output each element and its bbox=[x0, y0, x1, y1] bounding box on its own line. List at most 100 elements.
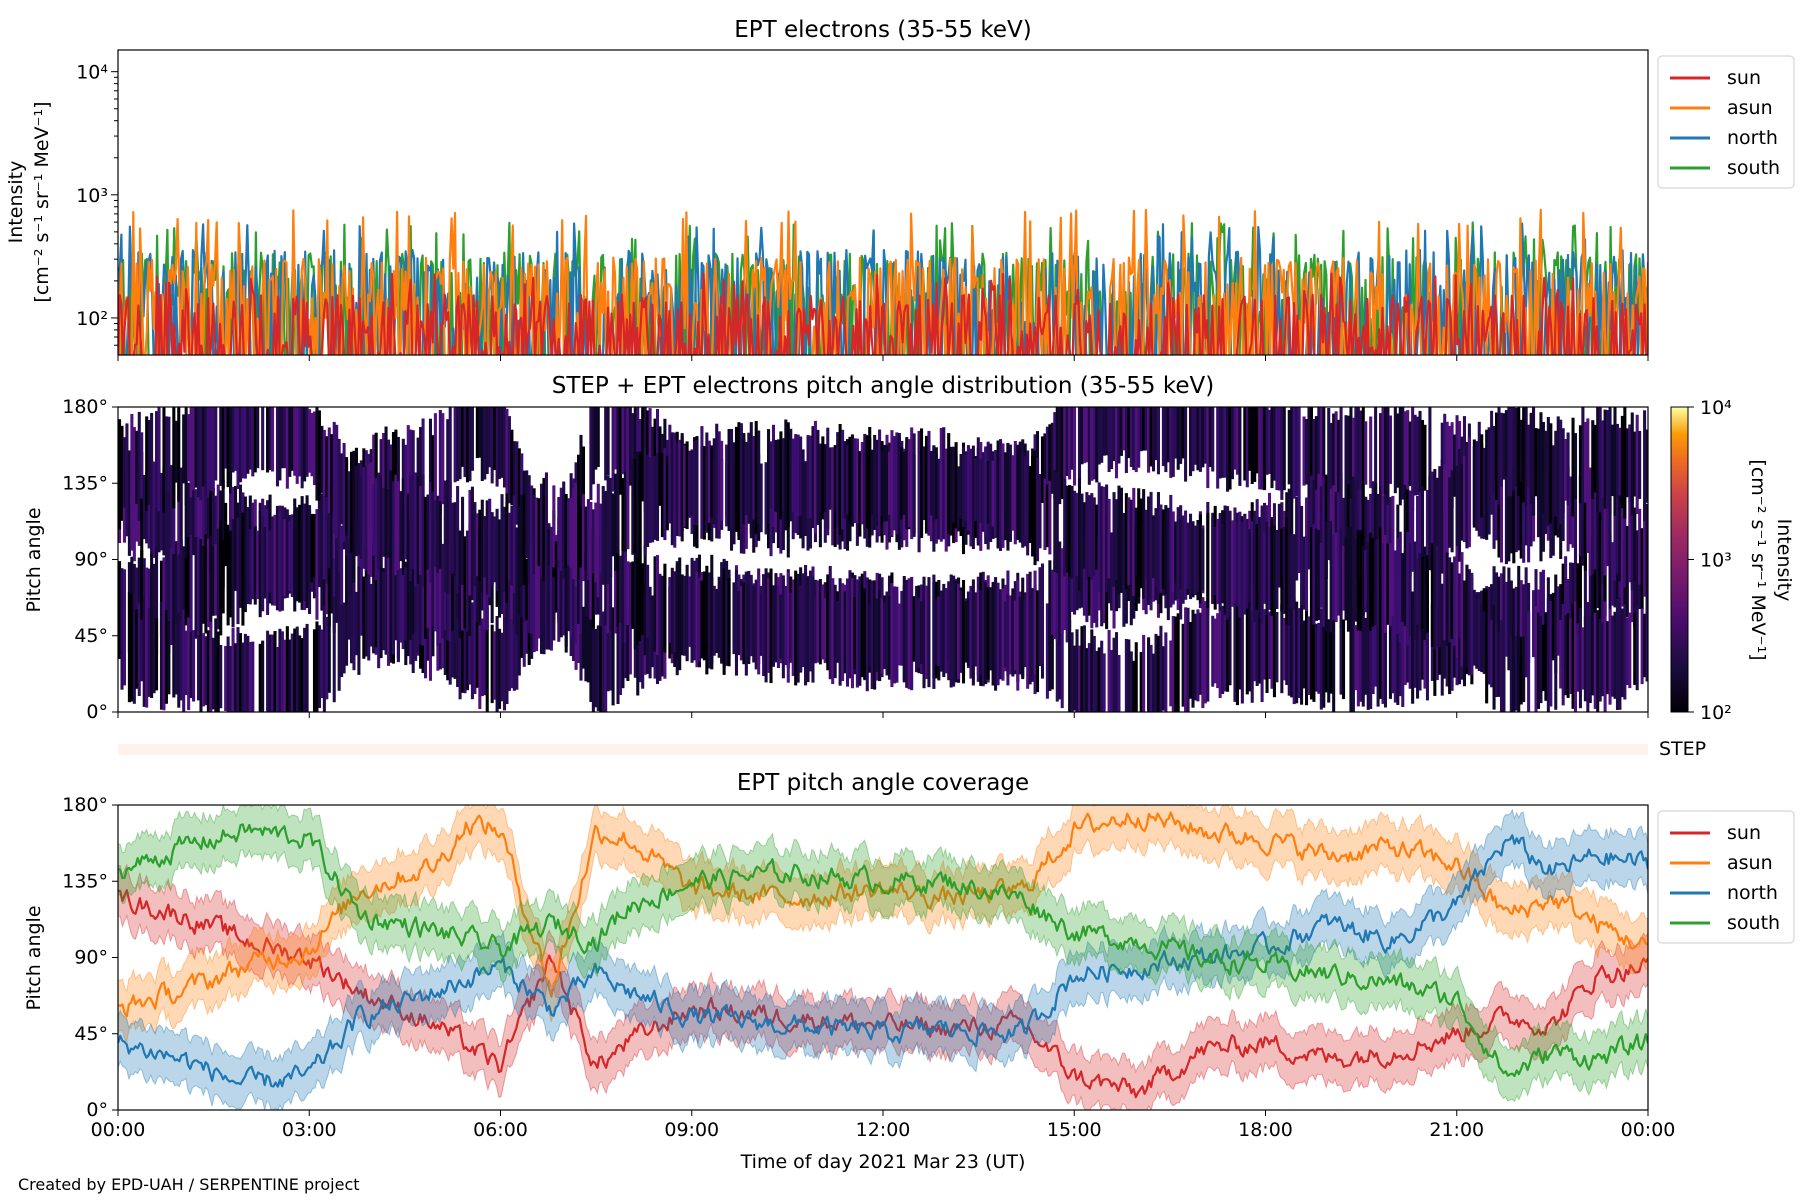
pad-cell-asun bbox=[1263, 407, 1267, 491]
pad-cell-south bbox=[678, 439, 682, 537]
pad-cell-north bbox=[1095, 519, 1099, 628]
pad-cell-asun bbox=[152, 563, 156, 638]
pad-cell-sun bbox=[1408, 607, 1412, 689]
pad-cell-asun bbox=[1354, 407, 1358, 502]
y-tick-label: 45° bbox=[74, 625, 108, 647]
pad-cell-south bbox=[391, 481, 395, 568]
pad-cell-south bbox=[1561, 604, 1565, 706]
pad-cell-north bbox=[159, 601, 164, 710]
pad-cell-south bbox=[325, 436, 329, 498]
pad-cell-sun bbox=[818, 579, 822, 665]
pad-cell-north bbox=[621, 537, 625, 644]
pad-cell-north bbox=[636, 549, 640, 646]
pad-cell-south bbox=[1418, 552, 1422, 632]
pad-cell-south bbox=[1127, 497, 1131, 586]
pad-cell-south bbox=[811, 426, 815, 528]
pad-cell-north bbox=[177, 612, 181, 708]
pad-cell-south bbox=[1406, 532, 1410, 646]
pad-cell-sun bbox=[1107, 629, 1111, 712]
pad-cell-south bbox=[974, 458, 978, 522]
pad-cell-south bbox=[201, 407, 205, 487]
pad-cell-north bbox=[522, 552, 526, 623]
pad-cell-north bbox=[1063, 545, 1067, 631]
pad-cell-north bbox=[243, 633, 247, 712]
pad-cell-south bbox=[530, 485, 534, 586]
pad-cell-north bbox=[939, 590, 943, 672]
pad-cell-north bbox=[957, 583, 961, 680]
pad-cell-north bbox=[206, 630, 210, 712]
pad-cell-south bbox=[1376, 539, 1380, 627]
pad-cell-asun bbox=[382, 433, 386, 536]
pad-cell-south bbox=[411, 488, 415, 569]
pad-cell-north bbox=[917, 598, 921, 668]
pad-cell-north bbox=[1467, 437, 1471, 548]
pad-cell-south bbox=[1618, 597, 1622, 710]
pad-cell-south bbox=[954, 442, 958, 529]
pad-cell-north bbox=[1517, 407, 1521, 496]
pad-cell-asun bbox=[1245, 407, 1249, 488]
pad-cell-north bbox=[1403, 485, 1407, 588]
pad-cell-asun bbox=[1184, 407, 1188, 482]
pad-cell-asun bbox=[1144, 407, 1148, 451]
pad-cell-sun bbox=[604, 608, 608, 712]
pad-cell-sun bbox=[1514, 586, 1518, 654]
pad-cell-asun bbox=[702, 446, 706, 540]
pad-cell-asun bbox=[1416, 416, 1420, 495]
pad-cell-asun bbox=[1302, 416, 1306, 486]
pad-cell-north bbox=[1475, 448, 1479, 517]
pad-cell-asun bbox=[196, 536, 201, 638]
pad-cell-asun bbox=[1332, 413, 1336, 501]
pad-cell-sun bbox=[1564, 556, 1568, 669]
pad-cell-asun bbox=[1583, 467, 1587, 571]
pad-cell-north bbox=[416, 546, 420, 653]
pad-cell-sun bbox=[1413, 606, 1417, 688]
pad-cell-asun bbox=[478, 407, 482, 458]
pad-cell-asun bbox=[1082, 407, 1086, 464]
pad-cell-north bbox=[530, 553, 534, 634]
pad-cell-south bbox=[1623, 604, 1627, 700]
pad-cell-asun bbox=[759, 463, 763, 533]
pad-cell-south bbox=[1460, 552, 1464, 667]
pad-cell-south bbox=[611, 493, 615, 557]
pad-cell-asun bbox=[312, 514, 317, 577]
pad-cell-north bbox=[1371, 481, 1375, 594]
pad-cell-asun bbox=[1420, 420, 1425, 495]
pad-cell-south bbox=[1211, 517, 1215, 604]
pad-cell-asun bbox=[804, 461, 808, 536]
pad-cell-north bbox=[865, 577, 869, 692]
pad-cell-north bbox=[811, 576, 815, 683]
pad-cell-south bbox=[295, 407, 299, 484]
pad-cell-north bbox=[870, 580, 874, 689]
pad-cell-north bbox=[784, 589, 788, 666]
pad-cell-asun bbox=[1253, 407, 1257, 482]
pad-cell-south bbox=[1287, 516, 1291, 626]
pad-cell-south bbox=[1179, 518, 1183, 589]
pad-cell-south bbox=[1571, 604, 1575, 709]
pad-cell-asun bbox=[283, 519, 287, 597]
pad-cell-north bbox=[1455, 465, 1459, 552]
pad-cell-north bbox=[799, 585, 803, 672]
pad-cell-south bbox=[900, 447, 904, 520]
pad-cell-asun bbox=[1218, 407, 1222, 479]
pad-cell-north bbox=[670, 567, 674, 655]
pad-cell-sun bbox=[332, 519, 336, 633]
pad-cell-sun bbox=[1576, 563, 1580, 634]
pad-cell-south bbox=[1492, 604, 1496, 710]
pad-cell-asun bbox=[184, 558, 188, 626]
pad-cell-south bbox=[1396, 538, 1400, 634]
pad-cell-asun bbox=[258, 511, 262, 618]
pad-cell-sun bbox=[1398, 605, 1402, 697]
pad-cell-north bbox=[1556, 416, 1560, 529]
pad-cell-asun bbox=[288, 521, 292, 592]
pad-cell-south bbox=[1539, 615, 1543, 704]
pad-cell-south bbox=[1329, 521, 1333, 633]
pad-cell-south bbox=[1544, 612, 1548, 701]
pad-cell-south bbox=[332, 421, 336, 534]
pad-cell-asun bbox=[1536, 474, 1541, 538]
pad-cell-asun bbox=[1396, 413, 1400, 488]
pad-cell-sun bbox=[1154, 633, 1158, 712]
pad-cell-north bbox=[1529, 412, 1533, 504]
pad-cell-north bbox=[1381, 495, 1385, 585]
panel1-x-ticks bbox=[117, 355, 1649, 361]
pad-cell-north bbox=[717, 584, 721, 658]
